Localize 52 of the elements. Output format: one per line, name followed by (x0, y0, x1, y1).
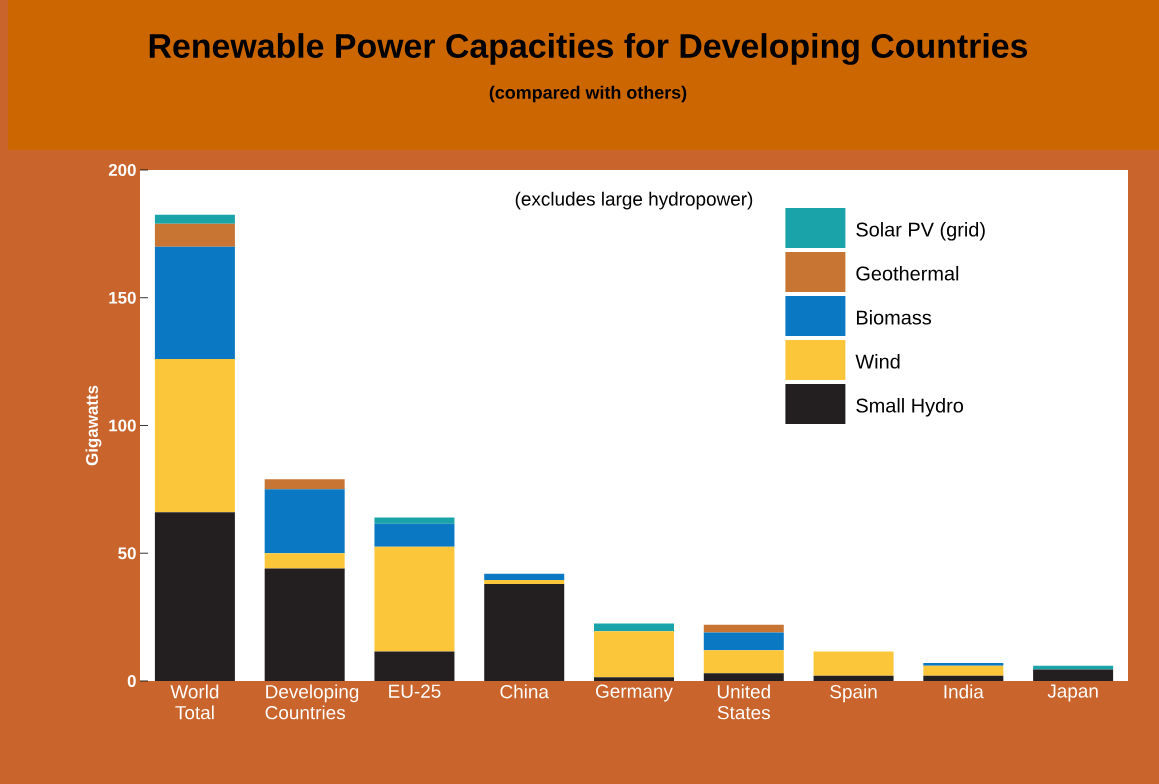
bar (923, 665, 1004, 676)
legend-label: Geothermal (856, 265, 959, 281)
x-tick-label: Japan (1047, 684, 1098, 702)
bar (923, 663, 1004, 666)
x-tick-label: EU-25 (389, 684, 441, 698)
legend-label: Biomass (857, 309, 932, 325)
x-tick-label: Germany (596, 684, 673, 702)
bar (1033, 669, 1114, 681)
bar (154, 359, 235, 513)
x-tick-label: Developing Countries (265, 684, 359, 720)
bar (594, 623, 675, 632)
bar (484, 583, 565, 681)
bar (484, 573, 565, 581)
chart-title: Renewable Power Capacities for Developing Countries (149, 33, 1028, 65)
bar (264, 568, 345, 681)
y-tick-label: 100 (109, 419, 136, 432)
x-tick-label: World Total (170, 684, 219, 720)
x-tick-label: India (944, 684, 984, 699)
legend-label: Small Hydro (856, 397, 964, 417)
bar (154, 512, 235, 681)
y-tick-label: 150 (109, 291, 136, 304)
chart-subtitle: (compared with others) (489, 85, 687, 103)
bar (923, 675, 1004, 681)
annotation: (excludes large hydropower) (515, 191, 753, 210)
legend-label: Solar PV (grid) (856, 221, 985, 241)
bar (374, 517, 455, 524)
bar (264, 479, 345, 490)
bar (594, 631, 675, 678)
x-tick-label: Spain (830, 684, 877, 703)
bar (374, 523, 455, 547)
bar (154, 246, 235, 360)
bar (703, 650, 784, 674)
y-tick-label: 0 (127, 674, 136, 687)
bar (154, 214, 235, 224)
bar (594, 677, 675, 681)
x-tick-label: United States (717, 684, 770, 720)
y-axis-title: Gigawatts (85, 385, 102, 466)
x-tick-label: China (500, 684, 549, 699)
bar (703, 673, 784, 681)
bar (374, 651, 455, 681)
bar (484, 580, 565, 584)
bar (813, 651, 894, 676)
y-tick-label: 50 (118, 547, 136, 560)
y-tick-label: 200 (108, 163, 136, 176)
bar (813, 675, 894, 681)
bar (703, 632, 784, 651)
bar (703, 624, 784, 633)
bar (154, 223, 235, 247)
bar (264, 489, 345, 554)
bar (374, 546, 455, 652)
bar (264, 553, 345, 569)
legend-label: Wind (855, 353, 900, 369)
